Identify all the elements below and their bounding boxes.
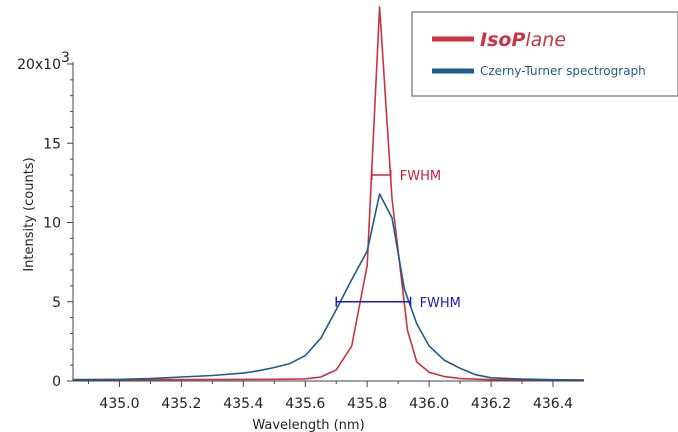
- x-tick-label: 436.2: [471, 396, 511, 412]
- series-line-0: [73, 6, 585, 382]
- x-tick-label: 435.6: [285, 396, 325, 412]
- x-tick-label: 435.4: [223, 396, 263, 412]
- fwhm-annotations: FWHM FWHM: [335, 169, 461, 311]
- fwhm-label-0: FWHM: [400, 169, 441, 184]
- x-axis-title: Wavelength (nm): [252, 418, 364, 432]
- legend-box: [411, 11, 678, 97]
- y-multiplier-exponent: 3: [61, 50, 70, 66]
- y-axis-title: Intensity (counts): [22, 157, 37, 271]
- axes: 435.0 435.2 435.4 435.6 435.8 436.0 436.2 436.4…: [17, 50, 584, 432]
- plot-area: [72, 6, 585, 382]
- y-tick-label: 20x10: [17, 57, 61, 73]
- legend-label-czerny-turner: Czerny-Turner spectrograph: [480, 64, 646, 78]
- x-tick-label: 435.8: [347, 396, 387, 412]
- series-line-1: [72, 193, 585, 381]
- x-tick-label: 436.0: [409, 396, 449, 412]
- legend: IsoPlane Czerny-Turner spectrograph: [411, 11, 678, 97]
- y-tick-label: 0: [52, 374, 61, 390]
- x-tick-label: 436.4: [533, 396, 573, 412]
- y-tick-label: 5: [52, 295, 61, 311]
- y-tick-label: 15: [43, 136, 61, 152]
- x-tick-label: 435.2: [161, 396, 201, 412]
- fwhm-label-1: FWHM: [420, 296, 461, 311]
- x-tick-label: 435.0: [99, 396, 139, 412]
- legend-label-isoplane: IsoPlane: [480, 29, 566, 51]
- y-tick-label: 10: [43, 216, 61, 232]
